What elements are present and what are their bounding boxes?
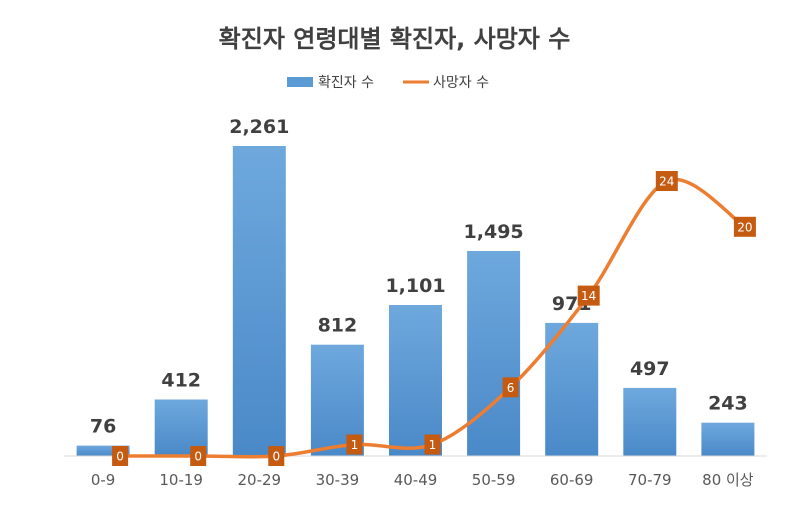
death-value-label: 24: [659, 175, 674, 189]
legend-bar-label: 확진자 수: [318, 75, 374, 91]
bar: [76, 445, 130, 456]
legend: 확진자 수 사망자 수: [287, 75, 489, 91]
x-tick-label: 50-59: [472, 471, 516, 489]
legend-bar-swatch: [287, 77, 313, 87]
death-value-label: 0: [116, 450, 124, 464]
death-marker: [502, 377, 519, 398]
death-value-label: 1: [429, 438, 437, 452]
x-tick-label: 70-79: [628, 471, 672, 489]
bar-value-label: 497: [630, 358, 670, 380]
bar-value-label: 2,261: [229, 116, 289, 138]
bar: [232, 146, 286, 456]
x-tick-labels: 0-9 10-19 20-29 30-39 40-49 50-59 60-69 70-79 80…: [91, 471, 754, 489]
death-marker: [190, 446, 207, 466]
bar-value-label: 76: [90, 416, 116, 438]
death-value-label: 1: [351, 438, 359, 452]
bar: [701, 422, 755, 456]
death-value-label: 0: [272, 450, 280, 464]
bar: [467, 251, 521, 456]
x-tick-label: 0-9: [91, 471, 116, 489]
death-line: 0 0 0 1 1 6 14 24 20: [112, 171, 756, 466]
death-marker: [268, 446, 285, 466]
bar: [623, 387, 677, 456]
death-marker: [655, 171, 678, 191]
bar: [545, 322, 599, 456]
death-value-label: 14: [581, 289, 596, 303]
x-tick-label: 40-49: [394, 471, 438, 489]
death-marker: [112, 446, 129, 466]
bars: [76, 146, 755, 456]
death-marker: [346, 434, 363, 455]
bar-value-label: 812: [318, 315, 358, 337]
x-tick-label: 10-19: [159, 471, 203, 489]
bar-value-label: 243: [708, 393, 748, 415]
death-marker: [424, 434, 441, 455]
x-tick-label: 30-39: [316, 471, 360, 489]
chart-title: 확진자 연령대별 확진자, 사망자 수: [219, 25, 571, 53]
death-value-label: 0: [194, 450, 202, 464]
bar-value-label: 1,495: [464, 221, 524, 243]
death-value-label: 20: [737, 220, 752, 234]
bar-value-label: 1,101: [385, 275, 445, 297]
death-marker: [577, 285, 600, 306]
legend-line-label: 사망자 수: [433, 75, 489, 91]
x-tick-label: 60-69: [550, 471, 594, 489]
x-tick-label: 80 이상: [702, 471, 754, 489]
death-marker: [733, 216, 756, 237]
x-tick-label: 20-29: [238, 471, 282, 489]
death-value-label: 6: [507, 381, 515, 395]
bar-value-label: 412: [161, 370, 201, 392]
death-line-path: [118, 177, 747, 459]
bar: [389, 305, 442, 456]
